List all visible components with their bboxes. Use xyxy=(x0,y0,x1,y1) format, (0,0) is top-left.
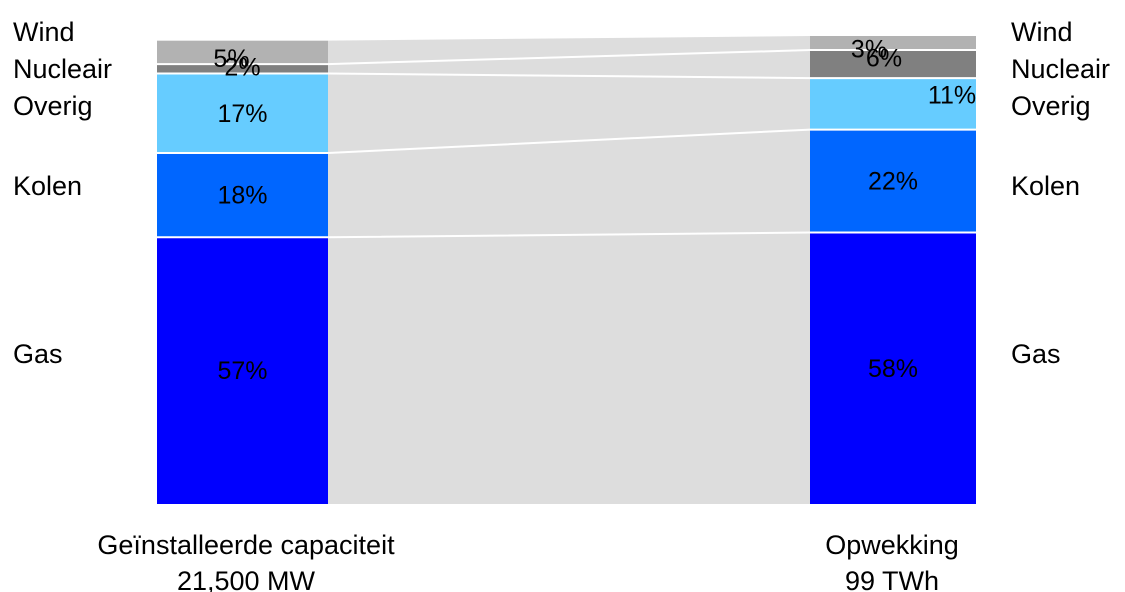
bar-segment-gas-1 xyxy=(810,232,976,504)
legend-left: Gas Kolen Overig Nucleair Wind xyxy=(13,17,112,369)
legend-right-kolen: Kolen xyxy=(1011,171,1080,201)
connector-lines xyxy=(157,49,976,239)
segment-boundary-line xyxy=(157,231,976,239)
legend-left-wind: Wind xyxy=(13,17,75,47)
legend-right-overig: Overig xyxy=(1011,91,1091,121)
bar-segment-overig-1 xyxy=(810,78,976,130)
data-label-gas-1: 58% xyxy=(868,355,918,383)
data-label-overig-0: 17% xyxy=(217,100,267,128)
data-label-kolen-1: 22% xyxy=(868,168,918,196)
legend-right-gas: Gas xyxy=(1011,339,1061,369)
connector-band xyxy=(328,36,810,504)
bar-segment-nucleair-0 xyxy=(157,64,328,74)
bar-segment-nucleair-1 xyxy=(810,50,976,79)
bar-segment-gas-0 xyxy=(157,237,328,505)
legend-left-gas: Gas xyxy=(13,339,63,369)
bar-segment-wind-0 xyxy=(157,40,328,65)
data-label-overig-1: 11% xyxy=(928,81,976,109)
legend-right: Gas Kolen Overig Nucleair Wind xyxy=(1011,17,1110,369)
legend-left-nucleair: Nucleair xyxy=(13,54,112,84)
category-labels: Geïnstalleerde capaciteit 21,500 MW Opwekk… xyxy=(97,530,958,592)
segment-boundary-line xyxy=(157,128,976,154)
bar-segment-kolen-1 xyxy=(810,129,976,233)
category-label-1-line-1: 99 TWh xyxy=(845,566,939,592)
data-label-gas-0: 57% xyxy=(217,357,267,385)
legend-right-nucleair: Nucleair xyxy=(1011,54,1110,84)
bar-segment-wind-1 xyxy=(810,36,976,51)
data-label-nucleair-1: 6% xyxy=(866,45,902,73)
connector-area xyxy=(328,36,810,504)
data-labels: 57% 18% 17% 2%5% 58% 22% 11% 6%3% xyxy=(213,36,976,386)
category-label-1-line-0: Opwekking xyxy=(825,530,959,560)
segment-boundary-line xyxy=(157,49,976,66)
segment-boundary-line xyxy=(157,72,976,80)
category-label-0-line-0: Geïnstalleerde capaciteit xyxy=(97,530,395,560)
data-label-wind-0: 5% xyxy=(213,45,249,73)
bar-segment-kolen-0 xyxy=(157,153,328,238)
bar-segments xyxy=(157,36,976,505)
legend-left-overig: Overig xyxy=(13,91,93,121)
category-label-0-line-1: 21,500 MW xyxy=(177,566,316,592)
data-label-wind-1: 3% xyxy=(851,36,887,64)
data-label-kolen-0: 18% xyxy=(217,182,267,210)
legend-left-kolen: Kolen xyxy=(13,171,82,201)
data-label-nucleair-0: 2% xyxy=(224,53,260,81)
bar-segment-overig-0 xyxy=(157,73,328,153)
legend-right-wind: Wind xyxy=(1011,17,1073,47)
